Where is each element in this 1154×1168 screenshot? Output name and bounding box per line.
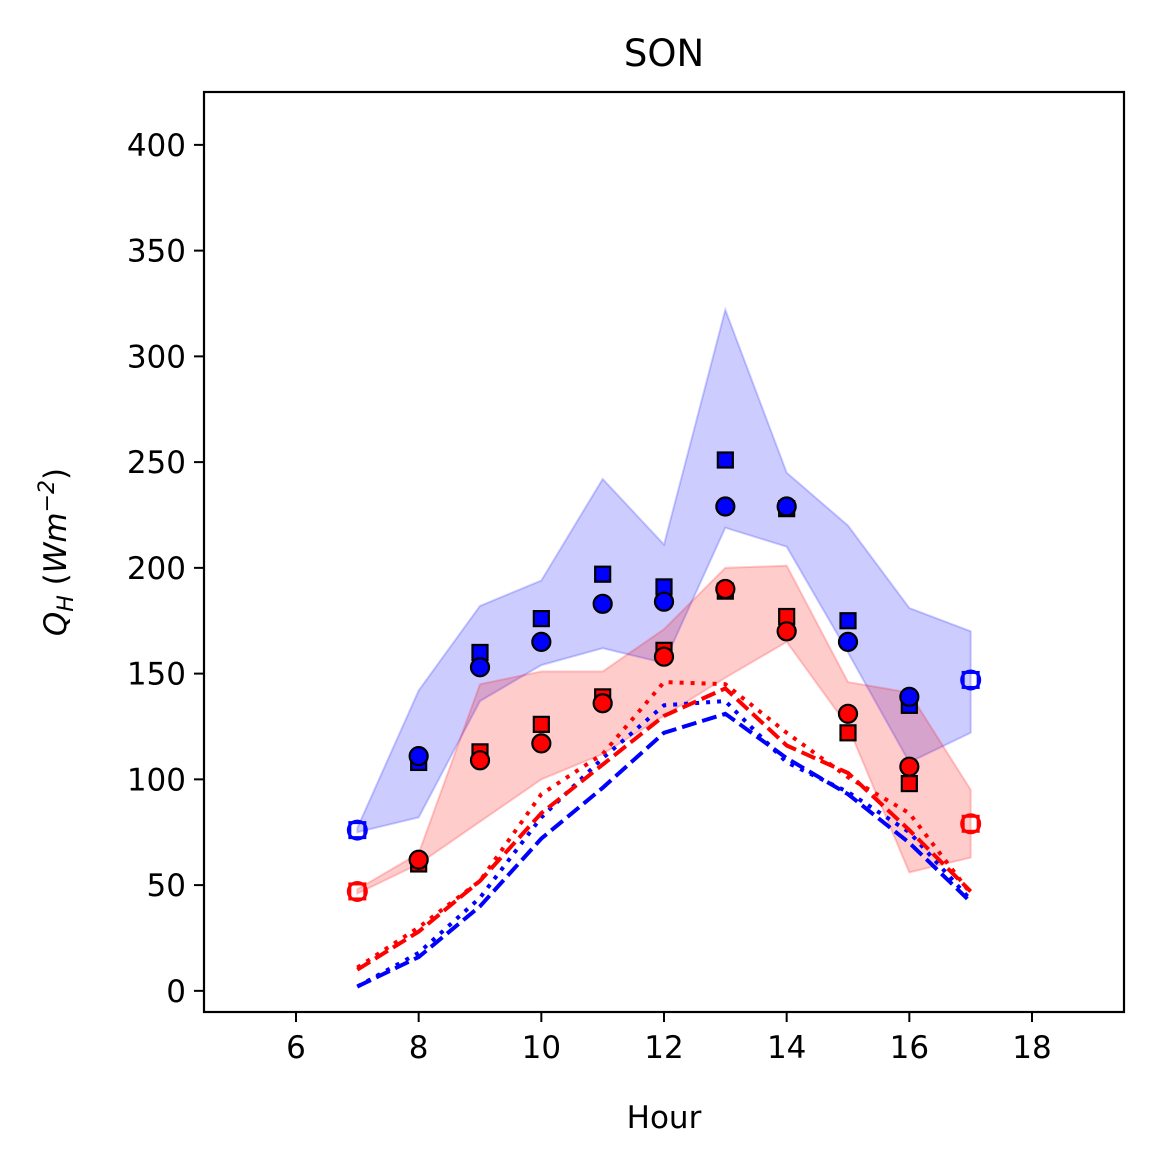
data-point-square-4-2 <box>532 715 550 733</box>
data-point-square-4-8 <box>900 774 918 793</box>
data-point-circle-5-4 <box>653 646 675 667</box>
x-tick-label-8: 8 <box>409 1030 429 1066</box>
band-1 <box>356 564 972 896</box>
y-axis-label-sup: −2 <box>35 480 60 512</box>
x-tick-label-14: 14 <box>767 1030 806 1066</box>
y-axis-label-sub: H <box>54 595 79 612</box>
y-axis-label: QH (Wm−2) <box>35 468 79 636</box>
data-point-circle-5-8 <box>899 756 920 777</box>
data-point-circle-5-3 <box>592 693 613 714</box>
y-tick-label-100: 100 <box>127 762 186 798</box>
data-point-square-0-7 <box>839 612 857 630</box>
model-line-3 <box>356 680 973 970</box>
y-tick-label-50: 50 <box>147 868 186 904</box>
model-line-2 <box>356 686 973 972</box>
y-axis-label-close: ) <box>38 468 74 480</box>
y-tick-label-250: 250 <box>127 445 186 481</box>
x-axis-label: Hour <box>627 1100 702 1136</box>
y-tick-label-150: 150 <box>127 657 186 693</box>
x-tick-label-16: 16 <box>890 1030 929 1066</box>
x-axis: 6 8 10 12 14 16 18 <box>286 1012 1052 1066</box>
data-point-circle-5-5 <box>715 578 736 600</box>
data-point-circle-1-1 <box>469 657 491 678</box>
data-point-circle-1-0 <box>408 745 429 767</box>
chart-title: SON <box>624 32 704 75</box>
plot-area <box>346 306 982 989</box>
y-tick-label-350: 350 <box>127 234 186 270</box>
data-point-circle-1-5 <box>715 496 736 517</box>
y-axis-label-q: Q <box>38 612 74 636</box>
data-point-circle-7-1 <box>960 813 982 835</box>
data-point-circle-1-7 <box>837 631 859 652</box>
data-point-circle-1-2 <box>531 631 552 652</box>
data-point-circle-3-1 <box>960 669 982 691</box>
data-point-circle-1-8 <box>899 686 920 707</box>
data-point-circle-3-0 <box>346 819 368 841</box>
x-tick-label-6: 6 <box>286 1030 306 1066</box>
x-tick-label-12: 12 <box>644 1030 683 1066</box>
y-axis-label-unit: Wm <box>38 512 74 573</box>
y-tick-label-0: 0 <box>166 974 186 1010</box>
data-point-circle-1-6 <box>776 496 797 517</box>
data-point-circle-5-0 <box>408 849 429 870</box>
data-point-square-4-7 <box>839 724 857 742</box>
data-point-circle-5-7 <box>837 703 859 724</box>
y-axis-label-open: ( <box>38 573 74 595</box>
data-point-square-0-2 <box>532 610 550 628</box>
data-point-circle-1-3 <box>592 593 613 614</box>
model-line-1 <box>356 699 973 989</box>
data-point-square-0-5 <box>716 451 734 469</box>
y-axis: 0 50 100 150 200 250 300 350 400 <box>127 128 204 1010</box>
data-point-circle-7-0 <box>346 880 368 902</box>
y-tick-label-200: 200 <box>127 551 186 587</box>
y-tick-label-400: 400 <box>127 128 186 164</box>
data-point-circle-5-1 <box>469 750 491 771</box>
x-tick-label-18: 18 <box>1012 1030 1051 1066</box>
y-tick-label-300: 300 <box>127 339 186 375</box>
data-point-circle-1-4 <box>653 591 675 612</box>
x-tick-label-10: 10 <box>522 1030 561 1066</box>
model-line-0 <box>356 711 973 989</box>
band-0 <box>356 306 972 834</box>
data-point-square-0-3 <box>594 565 612 583</box>
data-point-circle-5-2 <box>531 733 552 754</box>
data-point-circle-5-6 <box>776 621 797 642</box>
